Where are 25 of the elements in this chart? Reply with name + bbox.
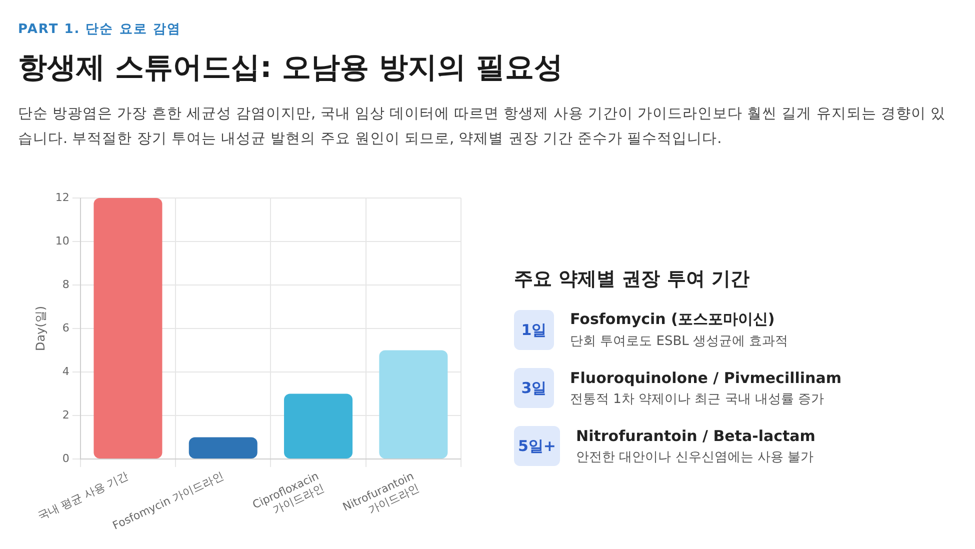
y-tick-label: 0	[62, 452, 70, 465]
bar	[188, 437, 258, 459]
text: 5일+	[514, 426, 560, 466]
text: 안전한 대안이나 신우신염에는 사용 불가	[576, 448, 815, 466]
text: 3일	[514, 368, 554, 408]
y-tick-label: 6	[62, 321, 70, 334]
y-tick-label: 8	[62, 278, 70, 291]
chart-subtitle: 단순 방광염은 가장 흔한 세균성 감염이지만, 국내 임상 데이터에 따르면 항생제 사용 기간이 가이드라인보다 훨씬 길게 유지되는 경향이 있습니다. 부적절한 장기 투여는 내성균 발현의 주요 원인이 되므로, 약제별 권장 기간 준수가 필수적입니다.	[18, 105, 947, 149]
bar	[379, 350, 448, 459]
text: Fluoroquinolone / Pivmecillinam	[570, 368, 842, 386]
text: 주요 약제별 권장 투여 기간	[514, 267, 750, 292]
chart-title: 항생제 스튜어드십: 오남용 방지의 필요성	[18, 49, 564, 86]
bar	[284, 394, 353, 459]
text: Nitrofurantoin / Beta-lactam	[576, 426, 816, 444]
y-tick-label: 12	[55, 190, 70, 204]
y-tick-label: 10	[55, 234, 70, 248]
text: 단회 투여로도 ESBL 생성균에 효과적	[570, 333, 788, 350]
y-tick-label: 2	[62, 408, 70, 422]
y-axis-title: Day(일)	[33, 306, 48, 352]
text: 전통적 1차 약제이나 최근 국내 내성률 증가	[570, 390, 826, 408]
text: Fosfomycin (포스포마이신)	[570, 310, 776, 329]
bar	[94, 198, 162, 459]
y-tick-label: 4	[62, 364, 70, 378]
text: PART 1. 단순 요로 감염	[18, 21, 182, 38]
text: 1일	[514, 310, 554, 350]
